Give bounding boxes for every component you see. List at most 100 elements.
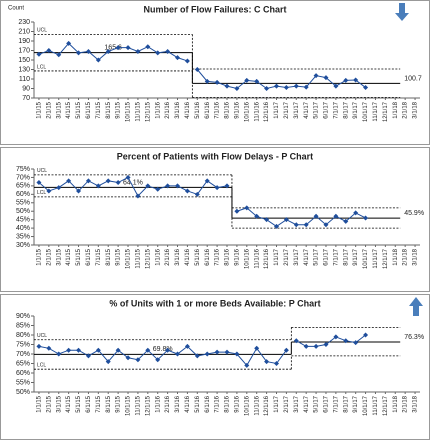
center-label: 76.3% <box>404 334 424 341</box>
data-point <box>76 188 82 194</box>
data-point <box>264 86 270 91</box>
center-label: 100.7 <box>404 75 422 82</box>
data-point <box>234 86 240 91</box>
x-tick-label: 3/1/15 <box>56 395 62 412</box>
x-tick-label: 10/1/15 <box>126 395 132 416</box>
x-tick-label: 11/1/17 <box>373 395 379 415</box>
y-tick-label: 60% <box>16 191 30 198</box>
y-tick-label: 90 <box>22 85 30 92</box>
x-tick-label: 5/1/16 <box>195 101 201 118</box>
data-point <box>165 347 171 353</box>
data-point <box>323 342 329 347</box>
x-tick-label: 6/1/17 <box>324 248 330 265</box>
data-point <box>66 40 72 46</box>
x-tick-label: 12/1/17 <box>383 395 389 416</box>
x-tick-label: 3/1/16 <box>175 248 181 265</box>
y-tick-label: 80% <box>16 332 30 339</box>
data-point <box>105 359 111 365</box>
data-point <box>95 183 101 189</box>
data-point <box>303 84 309 90</box>
x-tick-label: 1/1/15 <box>37 395 43 412</box>
x-tick-label: 3/1/17 <box>294 101 300 118</box>
x-tick-label: 9/1/16 <box>234 248 240 265</box>
x-tick-label: 9/1/15 <box>116 101 122 118</box>
data-point <box>244 77 250 83</box>
x-tick-label: 6/1/15 <box>86 395 92 412</box>
data-point <box>283 217 289 223</box>
x-tick-label: 6/1/15 <box>86 248 92 265</box>
data-point <box>125 174 131 180</box>
x-tick-label: 5/1/15 <box>76 395 82 412</box>
y-tick-label: 55% <box>16 379 30 386</box>
x-tick-label: 10/1/16 <box>244 101 250 122</box>
data-point <box>264 217 270 223</box>
x-tick-label: 2/1/15 <box>46 248 52 265</box>
lcl-label: LCL <box>37 363 46 369</box>
x-tick-label: 3/1/16 <box>175 101 181 118</box>
data-point <box>224 349 230 355</box>
data-point <box>194 353 200 359</box>
x-tick-label: 4/1/16 <box>185 395 191 412</box>
data-point <box>145 183 151 189</box>
data-point <box>254 78 260 84</box>
chart-panel: % of Units with 1 or more Beds Available… <box>0 294 430 440</box>
data-point <box>194 67 200 72</box>
x-tick-label: 11/1/17 <box>373 101 379 121</box>
data-point <box>165 48 171 54</box>
data-point <box>125 355 131 361</box>
y-tick-label: 75% <box>16 166 30 173</box>
x-tick-label: 1/1/17 <box>274 101 280 118</box>
data-point <box>323 222 329 228</box>
x-tick-label: 11/1/17 <box>373 248 379 268</box>
data-point <box>343 218 349 224</box>
data-point <box>224 83 230 89</box>
x-tick-label: 7/1/17 <box>333 395 339 412</box>
data-point <box>135 48 141 54</box>
y-tick-label: 150 <box>18 57 30 64</box>
data-point <box>115 180 121 186</box>
x-tick-label: 5/1/15 <box>76 248 82 265</box>
x-tick-label: 1/1/15 <box>37 101 43 118</box>
data-point <box>56 52 62 58</box>
x-tick-label: 4/1/15 <box>66 395 72 412</box>
x-tick-label: 6/1/17 <box>324 101 330 118</box>
data-point <box>214 79 220 85</box>
data-point <box>36 343 42 349</box>
x-tick-label: 12/1/15 <box>145 395 151 416</box>
data-point <box>85 48 91 54</box>
data-point <box>343 338 349 344</box>
x-tick-label: 8/1/15 <box>106 101 112 118</box>
x-tick-label: 7/1/15 <box>96 248 102 265</box>
y-tick-label: 45% <box>16 217 30 224</box>
x-tick-label: 4/1/16 <box>185 101 191 118</box>
data-point <box>115 45 121 51</box>
data-point <box>204 351 210 357</box>
y-tick-label: 210 <box>18 28 30 35</box>
x-tick-label: 8/1/16 <box>225 395 231 412</box>
x-tick-label: 6/1/16 <box>205 248 211 265</box>
x-tick-label: 10/1/17 <box>363 395 369 416</box>
x-tick-label: 6/1/16 <box>205 395 211 412</box>
x-tick-label: 9/1/16 <box>234 101 240 118</box>
x-tick-label: 4/1/17 <box>304 395 310 412</box>
x-tick-label: 2/1/15 <box>46 395 52 412</box>
x-tick-label: 9/1/16 <box>234 395 240 412</box>
y-tick-label: 65% <box>16 360 30 367</box>
chart-panel: Number of Flow Failures: C Chart Count 70 9… <box>0 0 430 145</box>
x-tick-label: 3/1/15 <box>56 248 62 265</box>
data-point <box>363 85 369 91</box>
data-point <box>165 183 171 189</box>
data-point <box>293 222 299 228</box>
x-tick-label: 8/1/17 <box>343 248 349 265</box>
y-tick-label: 85% <box>16 322 30 329</box>
x-tick-label: 1/1/18 <box>393 248 399 265</box>
y-tick-label: 40% <box>16 225 30 232</box>
x-tick-label: 12/1/16 <box>264 395 270 416</box>
x-tick-label: 2/1/16 <box>165 101 171 118</box>
data-point <box>85 353 91 359</box>
x-tick-label: 3/1/16 <box>175 395 181 412</box>
x-tick-label: 6/1/15 <box>86 101 92 118</box>
data-point <box>353 210 359 216</box>
data-point <box>76 347 82 353</box>
x-tick-label: 10/1/15 <box>126 101 132 122</box>
